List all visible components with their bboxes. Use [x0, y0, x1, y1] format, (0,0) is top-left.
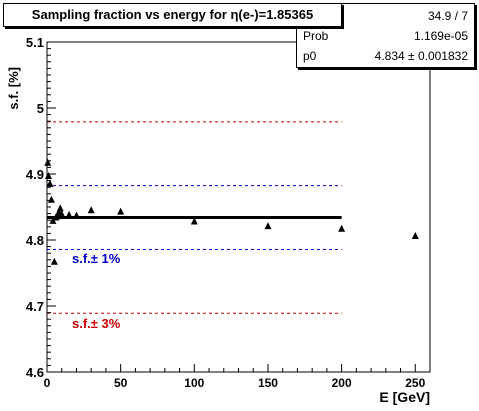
data-point [411, 232, 419, 240]
x-tick-label: 50 [114, 376, 128, 390]
data-point [264, 222, 272, 230]
tolerance-bands [47, 121, 342, 314]
stats-value: 34.9 / 7 [427, 9, 468, 23]
data-point [47, 195, 55, 203]
y-tick-label: 4.9 [26, 167, 44, 182]
y-axis-label: s.f. [%] [6, 67, 21, 110]
chart-title: Sampling fraction vs energy for η(e-)=1.… [3, 3, 342, 27]
y-tick-label: 4.6 [26, 365, 44, 380]
data-point [56, 204, 64, 212]
y-tick-label: 4.8 [26, 233, 44, 248]
data-point [50, 257, 58, 265]
stats-row-p0: p0 4.834 ± 0.001832 [303, 46, 468, 66]
data-point [65, 210, 73, 218]
stats-key: p0 [303, 49, 317, 63]
data-point [44, 158, 52, 166]
x-axis-label: E [GeV] [379, 389, 430, 405]
data-point [58, 210, 66, 218]
data-point [190, 217, 198, 225]
x-tick-label: 0 [44, 376, 51, 390]
data-point [117, 207, 125, 215]
data-point [44, 171, 52, 179]
stats-value: 1.169e-05 [413, 29, 468, 43]
data-point [46, 179, 54, 187]
stats-row-prob: Prob 1.169e-05 [303, 26, 468, 46]
y-tick-label: 4.7 [26, 299, 44, 314]
y-tick-label: 5.1 [26, 35, 44, 50]
band-3pct-label: s.f.± 3% [72, 316, 121, 331]
data-point [72, 211, 80, 219]
band-1pct-label: s.f.± 1% [72, 251, 121, 266]
y-axis: 4.6 4.7 4.8 4.9 5 5.1 [26, 35, 56, 380]
x-tick-label: 200 [332, 376, 352, 390]
x-tick-label: 250 [405, 376, 425, 390]
data-point [87, 206, 95, 214]
x-tick-label: 100 [184, 376, 204, 390]
x-axis: 0 50 100 150 200 250 [44, 364, 431, 390]
y-tick-label: 5 [37, 101, 44, 116]
data-point [53, 212, 61, 220]
stats-value: 4.834 ± 0.001832 [374, 49, 468, 63]
x-tick-label: 150 [258, 376, 278, 390]
stats-key: Prob [303, 29, 329, 43]
data-points [44, 158, 419, 265]
data-point [338, 224, 346, 232]
